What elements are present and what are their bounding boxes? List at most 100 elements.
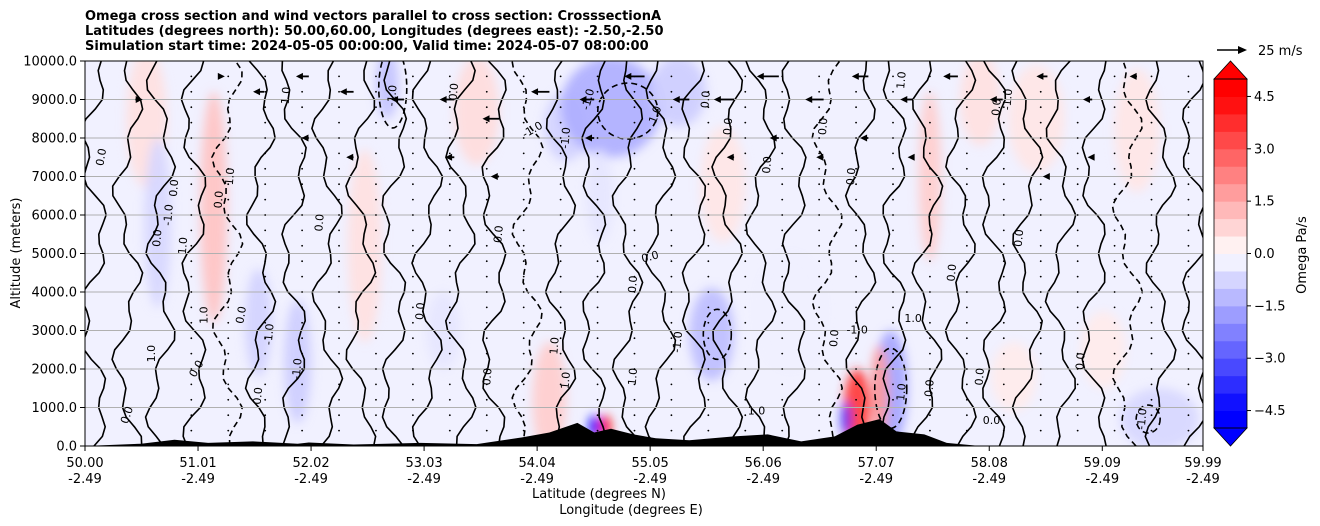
- wind-vector-dot: [448, 90, 451, 93]
- contour-label: -1.0: [670, 331, 685, 354]
- wind-vector-dot: [412, 198, 414, 201]
- wind-vector-dot: [522, 137, 525, 139]
- wind-vector-dot: [1039, 214, 1042, 216]
- wind-vector-dot: [781, 321, 784, 324]
- wind-vector-dot: [1187, 106, 1190, 109]
- y-axis-label: Altitude (meters): [9, 198, 24, 309]
- wind-vector-dot: [744, 137, 747, 139]
- wind-vector-dot: [1076, 321, 1079, 324]
- wind-vector-dot: [412, 121, 414, 124]
- wind-vector-dot: [1002, 321, 1005, 324]
- colorbar-segment: [1214, 410, 1247, 429]
- wind-vector-dot: [338, 291, 340, 293]
- colorbar-tick-label: 0.0: [1254, 247, 1275, 262]
- wind-vector-dot: [1076, 90, 1079, 93]
- omega-negative-contour: [702, 308, 733, 361]
- wind-vector-dot: [338, 337, 340, 340]
- wind-vector-dot: [1187, 90, 1190, 93]
- wind-vector-dot: [338, 121, 340, 124]
- wind-vector-dot: [190, 244, 193, 247]
- wind-vector-dot: [596, 414, 599, 417]
- wind-vector-dot: [855, 414, 857, 417]
- wind-vector-dot: [596, 214, 599, 216]
- wind-vector-dot: [965, 214, 968, 216]
- wind-vector-dot: [1113, 383, 1116, 386]
- omega-negative-contour: [377, 61, 408, 129]
- wind-vector-dot: [522, 352, 525, 355]
- wind-vector-dot: [264, 137, 267, 139]
- wind-vector-dot: [818, 368, 821, 370]
- wind-vector-dot: [264, 337, 267, 340]
- colorbar-extend-top: [1213, 60, 1248, 80]
- wind-vector-dot: [596, 75, 599, 78]
- wind-vector-dot: [448, 75, 451, 78]
- wind-vector-dot: [448, 337, 451, 340]
- wind-vector-dot: [633, 167, 636, 170]
- wind-vector-dot: [412, 75, 414, 78]
- omega-region: [650, 61, 707, 127]
- colorbar-segment: [1214, 96, 1247, 115]
- wind-vector-dot: [301, 368, 304, 370]
- wind-vector-dot: [375, 167, 377, 170]
- wind-vector-head: [445, 153, 453, 161]
- wind-vector-dot: [227, 152, 230, 155]
- wind-vector-dot: [301, 321, 304, 324]
- wind-vector-dot: [522, 383, 525, 386]
- wind-vector-dot: [485, 152, 488, 155]
- wind-vector-dot: [1039, 398, 1042, 401]
- wind-vector-dot: [633, 260, 636, 263]
- wind-vector-dot: [1113, 75, 1116, 78]
- wind-vector-dot: [485, 244, 488, 247]
- wind-vector-dot: [227, 306, 230, 309]
- wind-vector-dot: [485, 414, 488, 417]
- wind-vector-dot: [1039, 90, 1042, 93]
- wind-vector-dot: [227, 244, 230, 247]
- contour-label: 0.0: [1012, 229, 1026, 248]
- colorbar-segment: [1214, 113, 1247, 132]
- y-tick-label: 0.0: [56, 440, 77, 455]
- wind-vector-dot: [965, 291, 968, 293]
- wind-vector-head: [672, 96, 680, 103]
- wind-vector-dot: [412, 398, 414, 401]
- omega-region: [960, 61, 1001, 146]
- wind-vector-dot: [781, 352, 784, 355]
- colorbar-segment: [1214, 270, 1247, 289]
- wind-vector-dot: [227, 229, 230, 232]
- wind-vector-dot: [1039, 306, 1042, 309]
- wind-vector-dot: [965, 90, 968, 93]
- colorbar-tick-label: −1.5: [1254, 299, 1286, 314]
- wind-vector-dot: [596, 321, 599, 324]
- wind-vector-dot: [264, 229, 267, 232]
- wind-vector-dot: [744, 75, 747, 78]
- wind-vector-dot: [1150, 214, 1153, 216]
- wind-vector-dot: [1150, 244, 1153, 247]
- wind-vector-dot: [1076, 291, 1079, 293]
- wind-vector-dot: [1002, 183, 1005, 186]
- wind-vector-dot: [190, 183, 193, 186]
- wind-vector-dot: [965, 229, 968, 232]
- wind-vector-dot: [818, 429, 821, 432]
- wind-vector-dot: [559, 152, 562, 155]
- wind-vector-dot: [1002, 414, 1005, 417]
- wind-vector-dot: [670, 75, 673, 78]
- wind-vector-dot: [818, 137, 821, 139]
- wind-vector-dot: [781, 229, 784, 232]
- wind-vector-dot: [818, 152, 821, 155]
- wind-vector-dot: [301, 260, 304, 263]
- wind-vector-dot: [448, 229, 451, 232]
- wind-vector-head: [805, 96, 813, 103]
- wind-vector-dot: [559, 337, 562, 340]
- wind-vector-dot: [892, 321, 894, 324]
- wind-vector-dot: [412, 214, 414, 216]
- wind-vector-dot: [1076, 260, 1079, 263]
- wind-vector-dot: [929, 167, 931, 170]
- wind-vector-dot: [448, 137, 451, 139]
- wind-vector-dot: [670, 244, 673, 247]
- wind-vector-dot: [1039, 352, 1042, 355]
- wind-vector-dot: [670, 198, 673, 201]
- wind-vector-dot: [818, 198, 821, 201]
- wind-vector-dot: [485, 229, 488, 232]
- wind-vector-dot: [338, 368, 340, 370]
- wind-vector-dot: [929, 383, 931, 386]
- wind-vector-dot: [448, 260, 451, 263]
